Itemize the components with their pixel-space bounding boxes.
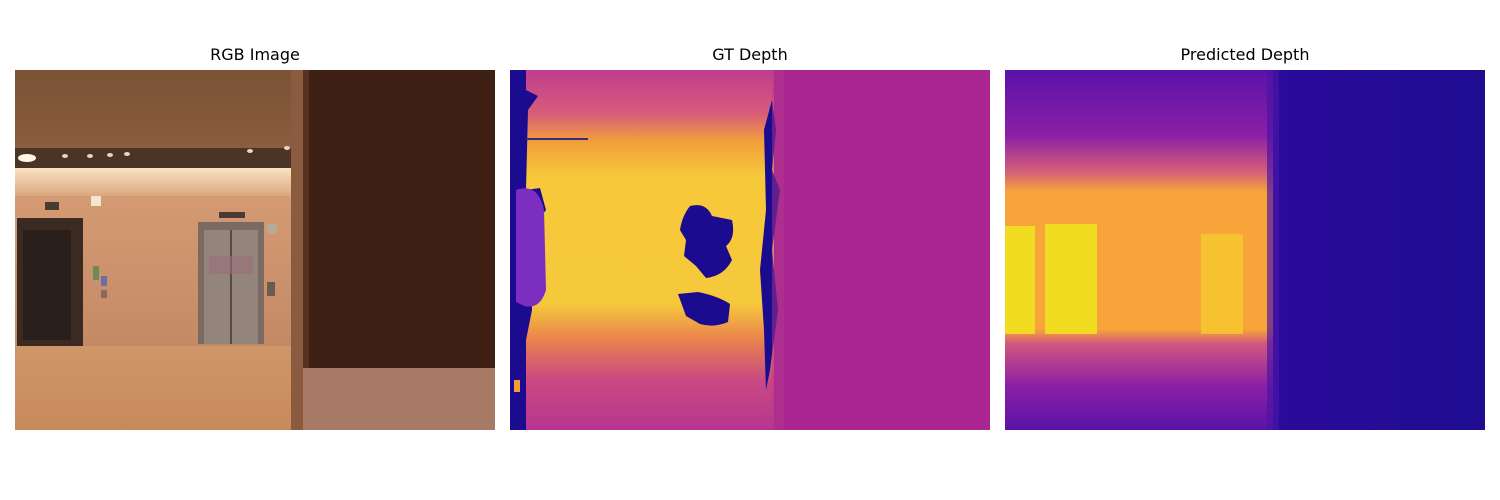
gt-depth-title: GT Depth — [712, 45, 788, 64]
rgb-image-title: RGB Image — [210, 45, 300, 64]
predicted-depth-map — [1005, 70, 1485, 430]
predicted-depth-panel — [1005, 70, 1485, 430]
gt-depth-map — [510, 70, 990, 430]
rgb-image-panel — [15, 70, 495, 430]
rgb-image — [15, 70, 495, 430]
gt-depth-panel — [510, 70, 990, 430]
predicted-depth-title: Predicted Depth — [1180, 45, 1310, 64]
